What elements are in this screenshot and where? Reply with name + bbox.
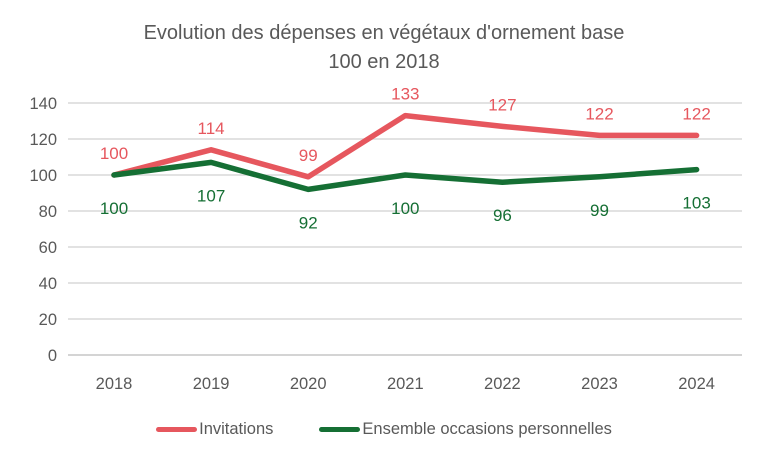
y-tick-label: 140: [29, 95, 57, 113]
y-tick-label: 80: [39, 203, 57, 221]
data-label: 100: [391, 199, 419, 218]
data-label: 107: [197, 186, 225, 205]
y-tick-label: 0: [48, 347, 57, 365]
series-line-ensemble: [111, 159, 700, 193]
data-label: 127: [488, 95, 516, 114]
legend-swatch-invitations: [156, 426, 198, 432]
x-tick-label: 2020: [290, 375, 327, 393]
y-tick-label: 60: [39, 239, 57, 257]
data-label: 122: [585, 104, 613, 123]
data-label: 122: [682, 104, 710, 123]
x-tick-label: 2021: [387, 375, 424, 393]
x-tick-label: 2018: [96, 375, 133, 393]
data-label: 114: [198, 119, 225, 138]
data-label: 99: [590, 201, 609, 220]
y-tick-label: 120: [29, 131, 57, 149]
legend-label-ensemble: Ensemble occasions personnelles: [362, 419, 612, 438]
legend-label-invitations: Invitations: [199, 419, 274, 438]
chart-title-line1: Evolution des dépenses en végétaux d'orn…: [143, 22, 625, 44]
x-tick-label: 2023: [581, 375, 618, 393]
y-tick-label: 20: [39, 311, 57, 329]
data-label: 99: [299, 146, 318, 165]
data-label: 133: [391, 85, 419, 104]
x-tick-label: 2019: [193, 375, 230, 393]
y-tick-label: 40: [39, 275, 57, 293]
legend-swatch-ensemble: [319, 426, 361, 432]
data-label: 96: [493, 206, 512, 225]
data-label: 100: [100, 144, 128, 163]
chart-title-line2: 100 en 2018: [328, 51, 440, 73]
data-label: 92: [299, 213, 318, 232]
data-label: 103: [682, 194, 710, 213]
series-line-invitations: [111, 112, 700, 180]
x-tick-label: 2024: [678, 375, 715, 393]
legend-item-ensemble: Ensemble occasions personnelles: [319, 419, 612, 439]
legend-item-invitations: Invitations: [156, 420, 273, 439]
chart-title: Evolution des dépenses en végétaux d'orn…: [0, 19, 768, 77]
x-tick-label: 2022: [484, 375, 521, 393]
data-label: 100: [100, 199, 128, 218]
chart-legend: Invitations Ensemble occasions personnel…: [0, 416, 768, 442]
y-tick-label: 100: [29, 167, 57, 185]
